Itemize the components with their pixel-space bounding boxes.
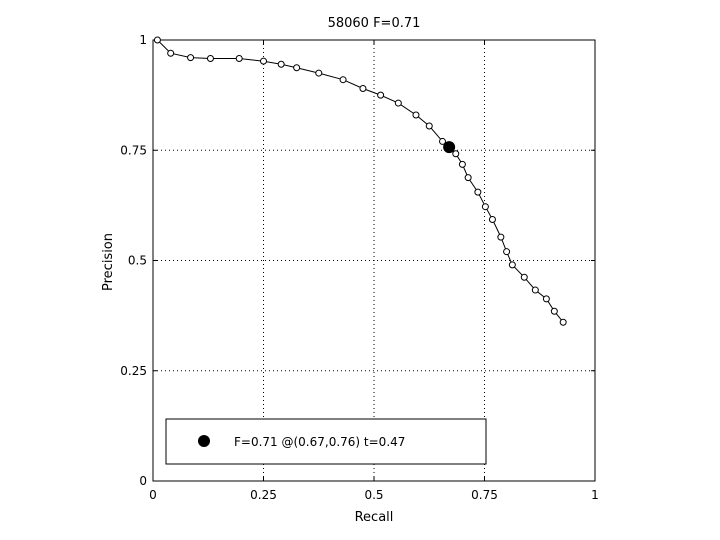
data-point xyxy=(359,85,367,93)
y-tick-label: 0.75 xyxy=(120,143,147,157)
data-point xyxy=(542,295,550,303)
data-point xyxy=(377,91,385,99)
data-point xyxy=(293,64,301,72)
x-tick-labels: 0 0.25 0.5 0.75 1 xyxy=(149,488,599,502)
data-point xyxy=(425,122,433,130)
x-axis-title: Recall xyxy=(355,510,394,525)
y-tick-labels: 0 0.25 0.5 0.75 1 xyxy=(120,33,147,488)
data-point xyxy=(508,261,516,269)
legend-label: F=0.71 @(0.67,0.76) t=0.47 xyxy=(234,435,405,449)
y-axis-title: Precision xyxy=(101,233,116,291)
x-tick-label: 0 xyxy=(149,488,157,502)
data-point xyxy=(260,57,267,65)
data-point xyxy=(474,188,482,196)
data-point xyxy=(464,174,472,182)
x-tick-label: 1 xyxy=(591,488,599,502)
y-tick-label: 0.25 xyxy=(120,364,147,378)
best-f-point xyxy=(443,141,456,154)
y-tick-label: 1 xyxy=(139,33,147,47)
data-point xyxy=(394,99,402,107)
data-point xyxy=(235,55,243,63)
x-tick-label: 0.25 xyxy=(250,488,277,502)
data-point xyxy=(497,233,505,241)
data-point xyxy=(206,55,214,63)
legend: F=0.71 @(0.67,0.76) t=0.47 xyxy=(165,418,487,465)
y-tick-label: 0 xyxy=(139,474,147,488)
chart-title: 58060 F=0.71 xyxy=(328,16,421,31)
data-point xyxy=(550,307,558,315)
data-point xyxy=(167,49,175,57)
data-point xyxy=(520,273,528,281)
data-point xyxy=(458,160,466,168)
data-point xyxy=(315,69,323,77)
series-markers xyxy=(153,36,567,326)
series-line xyxy=(157,39,564,323)
x-tick-label: 0.5 xyxy=(364,488,383,502)
data-point xyxy=(488,215,496,223)
data-point xyxy=(503,248,511,256)
data-point xyxy=(339,76,347,84)
data-point xyxy=(531,286,539,294)
x-tick-label: 0.75 xyxy=(471,488,498,502)
data-point xyxy=(277,60,285,68)
legend-box xyxy=(165,418,487,465)
data-point xyxy=(452,150,460,158)
data-point xyxy=(439,137,447,145)
data-point xyxy=(412,111,420,119)
data-point xyxy=(481,203,489,211)
data-point xyxy=(187,54,195,62)
data-point xyxy=(153,36,161,44)
data-point xyxy=(559,318,567,326)
y-tick-label: 0.5 xyxy=(128,254,147,268)
grid-lines xyxy=(153,40,595,481)
legend-marker xyxy=(198,435,210,447)
